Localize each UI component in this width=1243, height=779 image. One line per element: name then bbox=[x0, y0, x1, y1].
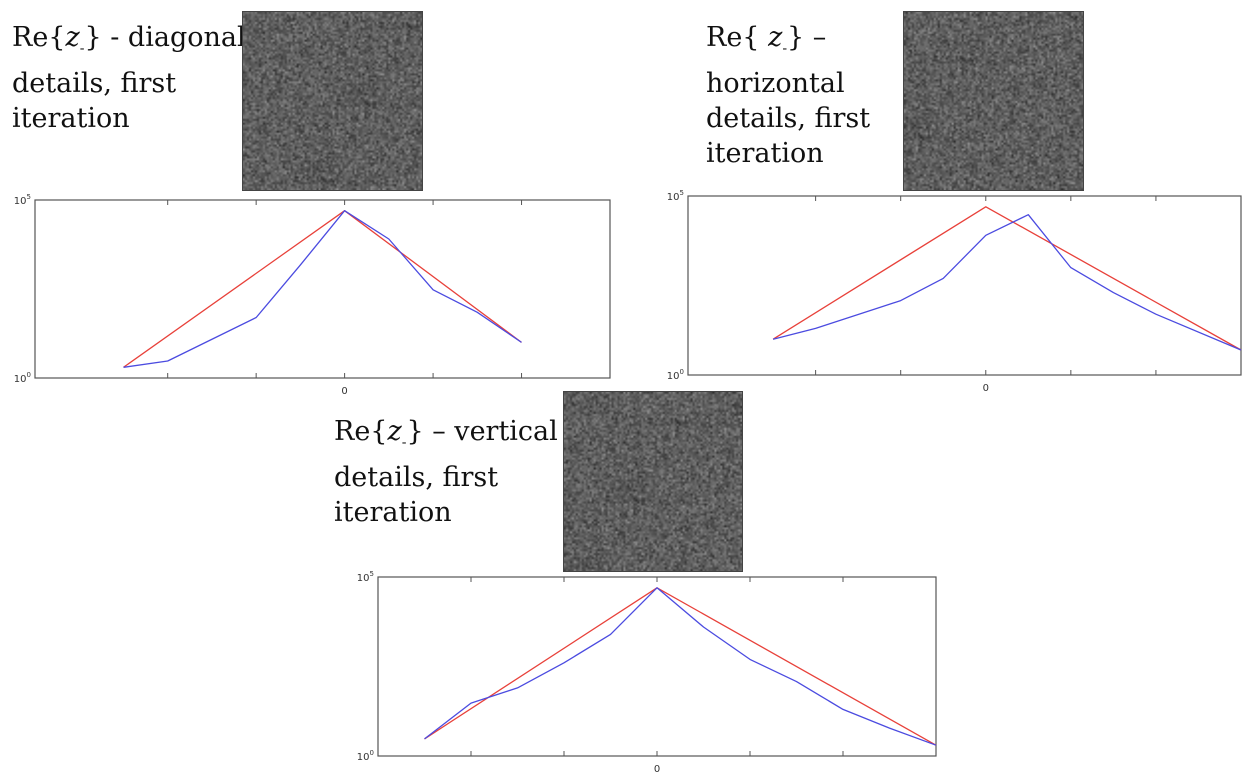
y-tick-label-bottom: 100 bbox=[14, 371, 31, 385]
wavelet-thumbnail-vertical bbox=[563, 391, 743, 572]
chart-diagonal: 0 105 100 bbox=[14, 193, 611, 397]
plot-frame bbox=[34, 199, 611, 379]
caption-diagonal: Re{z-} - diagonal details, first iterati… bbox=[12, 22, 246, 135]
series-line-empirical bbox=[424, 587, 937, 746]
x-tick-label: 0 bbox=[654, 764, 660, 775]
plot-frame bbox=[377, 576, 937, 757]
x-tick-label: 0 bbox=[341, 386, 347, 397]
y-tick-label-top: 105 bbox=[667, 189, 684, 203]
chart-vertical: 0 105 100 bbox=[357, 570, 937, 775]
y-tick-label-top: 105 bbox=[357, 570, 374, 584]
plot-frame bbox=[687, 195, 1242, 376]
series-line-empirical bbox=[772, 214, 1242, 351]
y-tick-label-bottom: 100 bbox=[357, 749, 374, 763]
y-tick-label-top: 105 bbox=[14, 193, 31, 207]
y-tick-label-bottom: 100 bbox=[667, 368, 684, 382]
series-line-empirical bbox=[123, 210, 522, 368]
series-line-fit bbox=[772, 206, 1242, 351]
x-tick-label: 0 bbox=[983, 383, 989, 394]
caption-horizontal: Re{ z-} – horizontal details, first iter… bbox=[706, 22, 871, 170]
wavelet-thumbnail-horizontal bbox=[903, 11, 1084, 191]
caption-vertical: Re{z-} – vertical details, first iterati… bbox=[334, 416, 558, 529]
series-line-fit bbox=[424, 587, 937, 746]
chart-horizontal: 0 105 100 bbox=[667, 189, 1242, 394]
wavelet-thumbnail-diagonal bbox=[242, 11, 423, 191]
